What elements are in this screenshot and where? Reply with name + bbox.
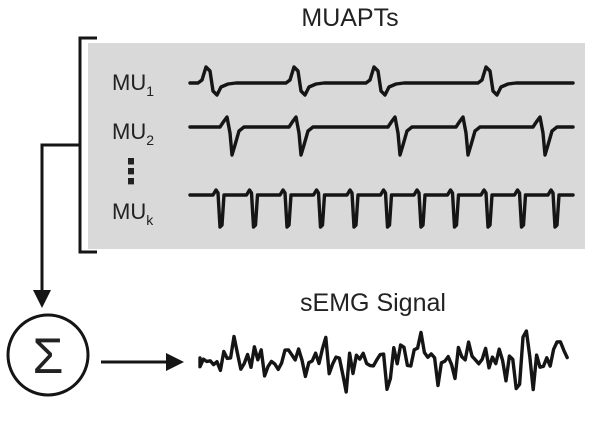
bracket-to-sum-line: [40, 143, 80, 296]
down-arrowhead: [33, 290, 51, 308]
mu-k-label: MUk: [112, 199, 154, 228]
mu-k-action-potential-train: [188, 188, 575, 229]
vertical-ellipsis: ⋮: [114, 153, 148, 191]
mu-1-label: MU1: [112, 70, 154, 99]
output-label: sEMG Signal: [300, 289, 446, 317]
mu-1-action-potential-train: [188, 65, 575, 97]
muapt-panel: [88, 43, 585, 249]
right-arrowhead: [166, 353, 184, 371]
muapt-title: MUAPTs: [301, 4, 398, 32]
summation-node: [6, 313, 90, 397]
mu-2-action-potential-train: [188, 115, 575, 157]
semg-signal-trace: [198, 329, 569, 394]
mu-2-label: MU2: [112, 119, 154, 148]
sigma-symbol: Σ: [33, 328, 64, 384]
